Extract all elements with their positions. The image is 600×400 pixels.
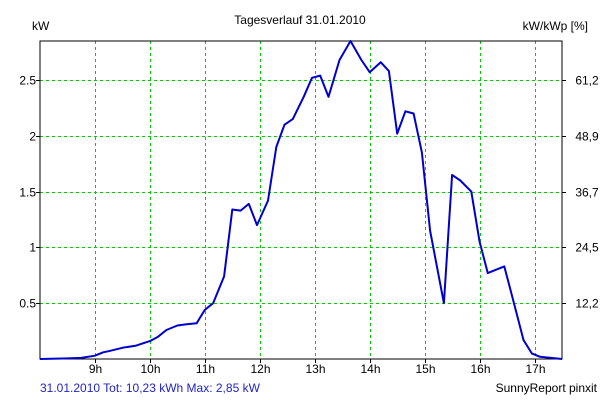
x-tick-label: 10h [140,362,160,376]
y-left-tick-label: 2.5 [19,74,36,88]
footer-credit: SunnyReport pinxit [496,381,598,395]
grid-lines [40,41,562,359]
power-series-line [39,40,563,360]
y-right-tick-label: 48,9 [575,130,599,144]
series-layer [39,40,563,360]
plot-frame [39,40,563,360]
x-tick-label: 13h [305,362,325,376]
x-tick-label: 17h [525,362,545,376]
y-right-tick-label: 36,7 [575,186,599,200]
y-left-tick-label: 1 [29,241,36,255]
y-left-tick-label: 1.5 [19,186,36,200]
x-tick-label: 16h [470,362,490,376]
chart-title: Tagesverlauf 31.01.2010 [234,13,366,27]
y-right-tick-label: 24,5 [575,241,599,255]
axis-ticks: 9h 10h 11h 12h 13h 14h 15h 16h 17h 0.5 1 1.5 2 2.5 12,… [19,74,599,377]
y-axis-left-label: kW [32,19,50,33]
y-right-tick-label: 12,2 [575,297,599,311]
y-left-tick-label: 2 [29,130,36,144]
x-tick-label: 14h [360,362,380,376]
x-tick-label: 9h [89,362,102,376]
x-tick-label: 11h [196,362,215,376]
x-tick-label: 15h [415,362,435,376]
x-tick-label: 12h [250,362,270,376]
y-left-tick-label: 0.5 [19,297,36,311]
y-right-tick-label: 61,2 [575,74,599,88]
y-axis-right-label: kW/kWp [%] [523,19,588,33]
footer-summary: 31.01.2010 Tot: 10,23 kWh Max: 2,85 kW [40,381,261,395]
